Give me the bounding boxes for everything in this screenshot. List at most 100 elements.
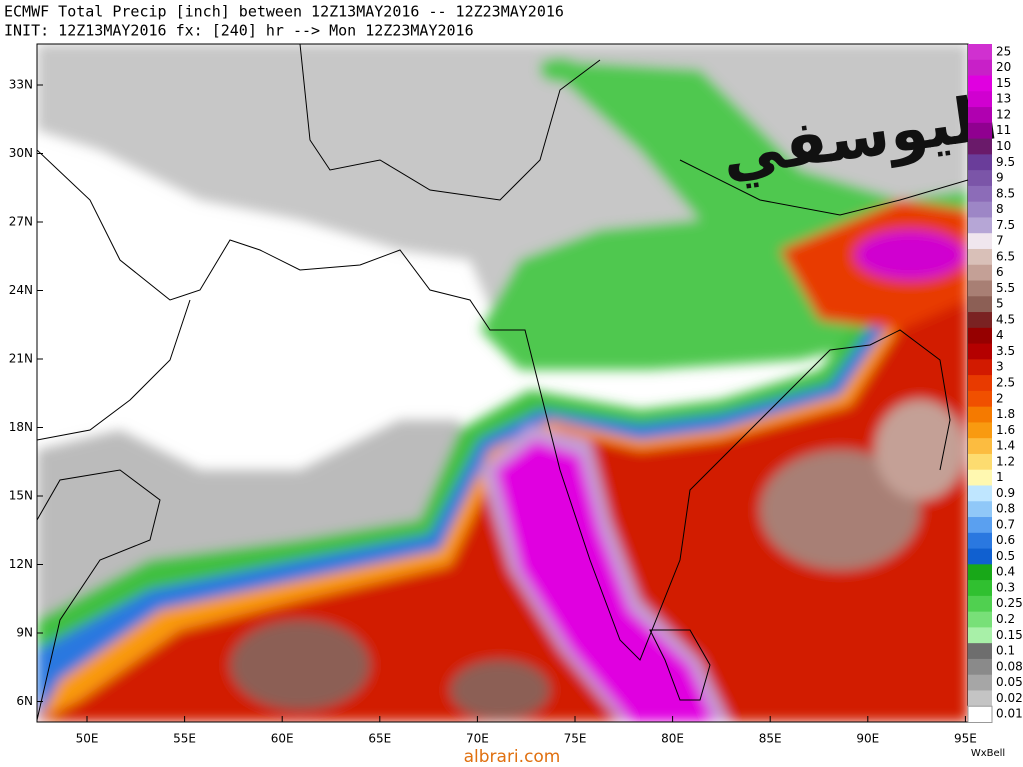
- lon-label: 55E: [173, 732, 196, 746]
- legend-swatch: [968, 517, 992, 534]
- legend-swatch: [968, 564, 992, 581]
- legend-label: 6.5: [996, 249, 1015, 263]
- legend-label: 0.9: [996, 486, 1015, 500]
- legend-swatch: [968, 170, 992, 187]
- legend-swatch: [968, 548, 992, 565]
- legend-swatch: [968, 185, 992, 203]
- legend-swatch: [968, 453, 992, 471]
- lat-label: 24N: [9, 283, 33, 297]
- legend-label: 0.8: [996, 502, 1015, 516]
- legend-swatch: [968, 501, 992, 518]
- legend-swatch: [968, 580, 992, 597]
- legend-label: 7.5: [996, 218, 1015, 232]
- lon-label: 50E: [76, 732, 99, 746]
- legend-label: 15: [996, 76, 1011, 90]
- legend-label: 0.1: [996, 644, 1015, 658]
- legend-swatch: [968, 595, 992, 613]
- lon-label: 90E: [856, 732, 879, 746]
- legend-swatch: [968, 201, 992, 218]
- legend-label: 20: [996, 60, 1011, 74]
- legend-label: 9.5: [996, 155, 1015, 169]
- legend-label: 4: [996, 328, 1004, 342]
- legend-label: 1.4: [996, 439, 1015, 453]
- legend-label: 25: [996, 44, 1011, 58]
- legend-swatch: [968, 438, 992, 455]
- legend-label: 8.5: [996, 186, 1015, 200]
- legend-label: 0.02: [996, 691, 1023, 705]
- legend-swatch: [968, 359, 992, 376]
- lat-label: 15N: [9, 489, 33, 503]
- lon-label: 65E: [368, 732, 391, 746]
- legend-label: 1.8: [996, 407, 1015, 421]
- legend-swatch: [968, 75, 992, 92]
- legend-label: 1.2: [996, 454, 1015, 468]
- legend-swatch: [968, 233, 992, 250]
- coastlines: [37, 44, 968, 721]
- legend-swatch: [968, 485, 992, 502]
- legend-label: 12: [996, 107, 1011, 121]
- legend-swatch: [968, 406, 992, 423]
- legend-swatch: [968, 122, 992, 140]
- legend-swatch: [968, 217, 992, 234]
- legend-swatch: [968, 627, 992, 644]
- legend-label: 1: [996, 470, 1004, 484]
- lon-label: 85E: [759, 732, 782, 746]
- lat-label: 33N: [9, 78, 33, 92]
- legend-label: 4.5: [996, 312, 1015, 326]
- legend-label: 1.6: [996, 423, 1015, 437]
- legend-label: 5.5: [996, 281, 1015, 295]
- legend-label: 0.2: [996, 612, 1015, 626]
- legend-label: 5: [996, 297, 1004, 311]
- legend-label: 2.5: [996, 376, 1015, 390]
- lat-label: 6N: [16, 694, 33, 708]
- data-credit: WxBell: [971, 748, 1005, 759]
- legend-swatch: [968, 248, 992, 266]
- lon-label: 60E: [271, 732, 294, 746]
- legend-swatch: [968, 280, 992, 297]
- legend-label: 0.6: [996, 533, 1015, 547]
- legend-swatch: [968, 312, 992, 329]
- lon-label: 75E: [564, 732, 587, 746]
- legend-label: 13: [996, 92, 1011, 106]
- legend-swatch: [968, 375, 992, 392]
- legend-label: 0.5: [996, 549, 1015, 563]
- legend-swatch: [968, 422, 992, 439]
- legend-swatch: [968, 643, 992, 660]
- lat-label: 30N: [9, 146, 33, 160]
- map: [37, 44, 968, 722]
- legend-label: 0.05: [996, 675, 1023, 689]
- lat-label: 18N: [9, 420, 33, 434]
- legend-label: 0.4: [996, 565, 1015, 579]
- legend-swatch: [968, 154, 992, 171]
- legend-label: 0.08: [996, 659, 1023, 673]
- legend-swatch: [968, 107, 992, 124]
- lon-label: 95E: [954, 732, 977, 746]
- legend-swatch: [968, 532, 992, 550]
- legend-swatch: [968, 390, 992, 408]
- title-line-1: ECMWF Total Precip [inch] between 12Z13M…: [4, 3, 564, 21]
- legend-swatch: [968, 343, 992, 360]
- lat-label: 12N: [9, 557, 33, 571]
- legend-label: 0.25: [996, 596, 1023, 610]
- legend-label: 9: [996, 171, 1004, 185]
- legend-label: 0.15: [996, 628, 1023, 642]
- lat-label: 27N: [9, 215, 33, 229]
- legend-label: 11: [996, 123, 1011, 137]
- legend-swatch: [968, 44, 992, 61]
- legend-swatch: [968, 296, 992, 313]
- legend-swatch: [968, 469, 992, 486]
- legend-swatch: [968, 138, 992, 155]
- title-line-2: INIT: 12Z13MAY2016 fx: [240] hr --> Mon …: [4, 22, 474, 40]
- legend-label: 7: [996, 234, 1004, 248]
- legend-label: 0.7: [996, 517, 1015, 531]
- lat-label: 9N: [16, 626, 33, 640]
- legend-swatch: [968, 690, 992, 707]
- legend-swatch: [968, 91, 992, 108]
- legend-label: 8: [996, 202, 1004, 216]
- legend-label: 3: [996, 360, 1004, 374]
- lon-label: 70E: [466, 732, 489, 746]
- legend-swatch: [968, 327, 992, 345]
- legend-label: 6: [996, 265, 1004, 279]
- site-credit: albrari.com: [464, 747, 561, 767]
